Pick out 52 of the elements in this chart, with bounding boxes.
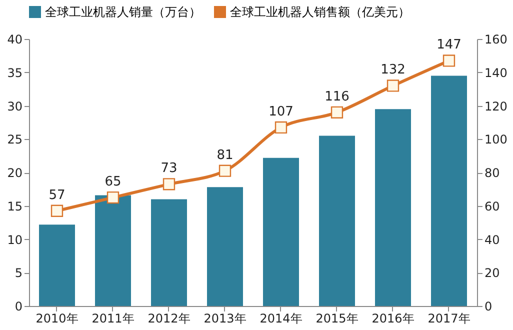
- y-tick-label: 35: [7, 66, 22, 80]
- y2-tick-label: 140: [484, 66, 508, 80]
- point: [442, 54, 456, 67]
- data-label: 73: [160, 161, 178, 176]
- y2-tick-label: 20: [484, 266, 500, 280]
- bar: [375, 109, 411, 306]
- y-tick-label: 5: [14, 266, 22, 280]
- y2-tick-label: 40: [484, 232, 500, 247]
- data-label: 81: [216, 148, 234, 163]
- point: [218, 164, 232, 177]
- y-tick-label: 30: [7, 99, 22, 114]
- point: [274, 121, 288, 134]
- data-label: 147: [436, 38, 462, 53]
- x-tick-label: 2016年: [372, 312, 414, 326]
- y-tick-label: 15: [7, 199, 22, 214]
- y2-tick-label: 120: [484, 99, 508, 114]
- x-tick-label: 2014年: [260, 312, 302, 326]
- x-tick-label: 2013年: [204, 312, 246, 326]
- bar: [95, 195, 131, 306]
- legend-label: 全球工业机器人销售额（亿美元）: [230, 5, 410, 19]
- y2-tick-label: 0: [484, 300, 492, 314]
- point: [106, 191, 120, 204]
- x-tick-label: 2011年: [92, 312, 134, 326]
- y2-tick-label: 80: [484, 166, 500, 180]
- bar: [39, 224, 75, 306]
- y-tick-label: 10: [7, 232, 22, 247]
- bar: [431, 76, 467, 306]
- y2-tick-label: 160: [484, 32, 508, 46]
- data-label: 107: [268, 104, 294, 120]
- legend-label: 全球工业机器人销量（万台）: [45, 5, 201, 19]
- x-tick-label: 2012年: [148, 312, 190, 326]
- y2-tick-label: 60: [484, 199, 500, 214]
- data-label: 116: [324, 89, 350, 104]
- y-tick-label: 25: [7, 132, 22, 147]
- data-label: 57: [48, 188, 66, 203]
- y-tick-label: 40: [7, 32, 22, 46]
- point: [386, 80, 400, 92]
- x-tick-label: 2017年: [428, 312, 470, 326]
- bar: [319, 136, 355, 306]
- x-tick-label: 2010年: [36, 312, 78, 326]
- y2-tick-label: 100: [484, 132, 508, 147]
- data-label: 132: [380, 62, 406, 78]
- point: [50, 204, 64, 217]
- bar: [151, 199, 187, 306]
- y-tick-label: 0: [14, 300, 22, 314]
- data-label: 65: [104, 174, 122, 190]
- bar: [207, 187, 243, 306]
- point: [330, 106, 344, 118]
- y-tick-label: 20: [7, 166, 22, 180]
- x-tick-label: 2015年: [316, 312, 358, 326]
- point: [162, 178, 176, 190]
- bar: [263, 158, 299, 306]
